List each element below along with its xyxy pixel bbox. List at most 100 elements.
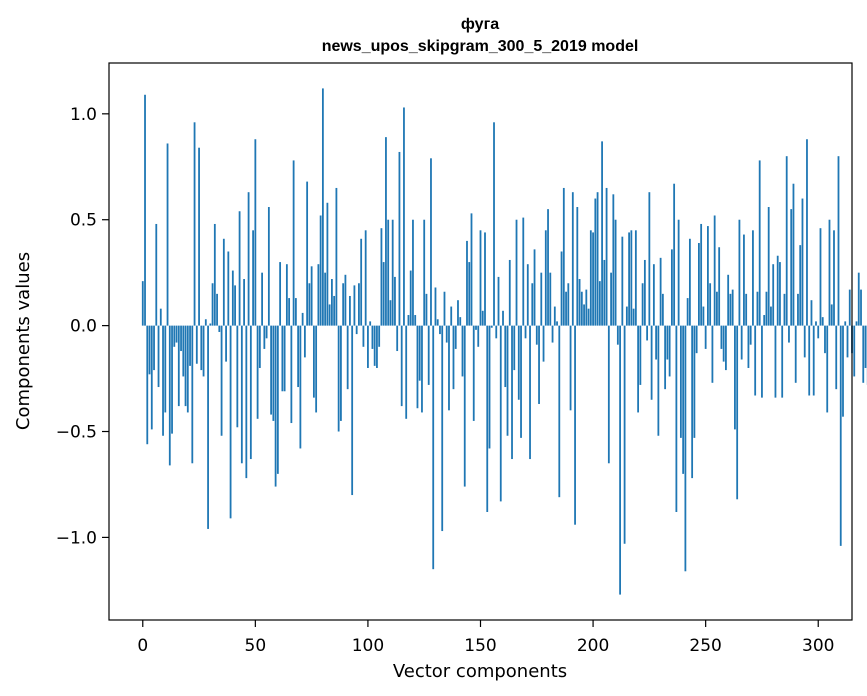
bar-204 xyxy=(601,141,603,326)
bar-225 xyxy=(648,192,651,326)
bar-263 xyxy=(734,325,736,430)
bar-200 xyxy=(592,232,594,326)
bar-114 xyxy=(398,151,401,326)
bar-129 xyxy=(432,325,435,570)
bar-224 xyxy=(646,325,649,341)
bar-236 xyxy=(673,183,676,326)
bar-229 xyxy=(657,325,660,436)
bar-212 xyxy=(619,325,621,595)
bar-186 xyxy=(560,251,563,326)
bar-29 xyxy=(207,325,209,529)
bar-213 xyxy=(621,236,624,326)
bar-195 xyxy=(580,291,583,326)
bar-175 xyxy=(535,325,538,345)
bar-249 xyxy=(702,306,705,326)
x-axis-ticks: 0 50 100 150 200 250 300 xyxy=(137,620,834,656)
bar-82 xyxy=(326,202,329,326)
bar-132 xyxy=(439,325,441,335)
bar-135 xyxy=(445,325,448,343)
bar-76 xyxy=(312,325,315,398)
bar-156 xyxy=(493,122,495,326)
bar-255 xyxy=(716,291,718,326)
bar-14 xyxy=(173,325,176,347)
bar-291 xyxy=(797,293,799,326)
bar-25 xyxy=(198,147,200,326)
bar-251 xyxy=(707,226,709,326)
bar-103 xyxy=(373,325,376,366)
bar-270 xyxy=(749,325,752,345)
bar-296 xyxy=(808,325,811,396)
bar-221 xyxy=(639,325,642,385)
bar-45 xyxy=(243,279,245,326)
bar-62 xyxy=(281,325,284,392)
bar-68 xyxy=(294,298,297,326)
bar-312 xyxy=(844,321,847,326)
bar-54 xyxy=(263,325,266,349)
bar-167 xyxy=(517,325,520,400)
bar-239 xyxy=(679,325,682,438)
bar-300 xyxy=(817,325,820,339)
bar-317 xyxy=(855,321,858,326)
bar-166 xyxy=(515,219,518,326)
bar-280 xyxy=(772,264,775,326)
bar-57 xyxy=(270,325,273,415)
bar-107 xyxy=(382,262,385,326)
bar-211 xyxy=(616,325,619,345)
bar-173 xyxy=(531,283,534,326)
bar-318 xyxy=(857,272,860,326)
bar-3 xyxy=(148,325,151,375)
bar-78 xyxy=(317,264,320,326)
bar-52 xyxy=(258,325,261,368)
bar-316 xyxy=(853,325,856,377)
bar-286 xyxy=(785,156,788,326)
bar-38 xyxy=(227,251,230,326)
bar-55 xyxy=(265,325,268,339)
bar-269 xyxy=(747,325,750,368)
bar-17 xyxy=(180,325,182,352)
bar-143 xyxy=(463,325,466,487)
bar-112 xyxy=(394,276,396,326)
bar-136 xyxy=(448,325,450,411)
bar-48 xyxy=(249,325,252,460)
bar-40 xyxy=(231,270,234,326)
bar-203 xyxy=(598,281,601,326)
bar-226 xyxy=(650,325,653,400)
bar-314 xyxy=(848,289,851,326)
bar-159 xyxy=(499,325,502,502)
bar-113 xyxy=(396,325,399,352)
bar-184 xyxy=(556,321,558,326)
bar-262 xyxy=(731,289,734,326)
bar-271 xyxy=(752,230,754,326)
bar-217 xyxy=(630,230,633,326)
bar-283 xyxy=(779,262,781,326)
bar-172 xyxy=(529,325,531,460)
bar-93 xyxy=(351,325,354,496)
bar-5 xyxy=(153,325,155,371)
bar-248 xyxy=(700,223,703,326)
bar-264 xyxy=(736,325,739,500)
bar-230 xyxy=(659,257,662,326)
bar-145 xyxy=(468,262,471,326)
bar-28 xyxy=(204,319,207,326)
x-tick-label: 100 xyxy=(352,636,384,656)
bar-205 xyxy=(603,259,606,326)
bar-258 xyxy=(722,325,725,362)
bar-202 xyxy=(596,192,599,326)
bar-165 xyxy=(513,325,516,371)
bar-22 xyxy=(191,325,194,464)
bar-39 xyxy=(229,325,232,519)
bar-85 xyxy=(333,295,336,326)
bar-288 xyxy=(790,209,793,326)
bar-70 xyxy=(299,325,302,449)
bar-87 xyxy=(337,325,340,432)
bar-120 xyxy=(412,219,414,326)
bar-109 xyxy=(387,219,390,326)
bar-215 xyxy=(625,306,628,326)
bar-279 xyxy=(770,306,772,326)
bar-33 xyxy=(216,293,218,326)
bar-220 xyxy=(637,325,640,413)
bar-23 xyxy=(193,122,196,326)
bar-140 xyxy=(457,300,459,326)
bar-108 xyxy=(385,137,387,326)
plot-frame xyxy=(108,62,853,621)
